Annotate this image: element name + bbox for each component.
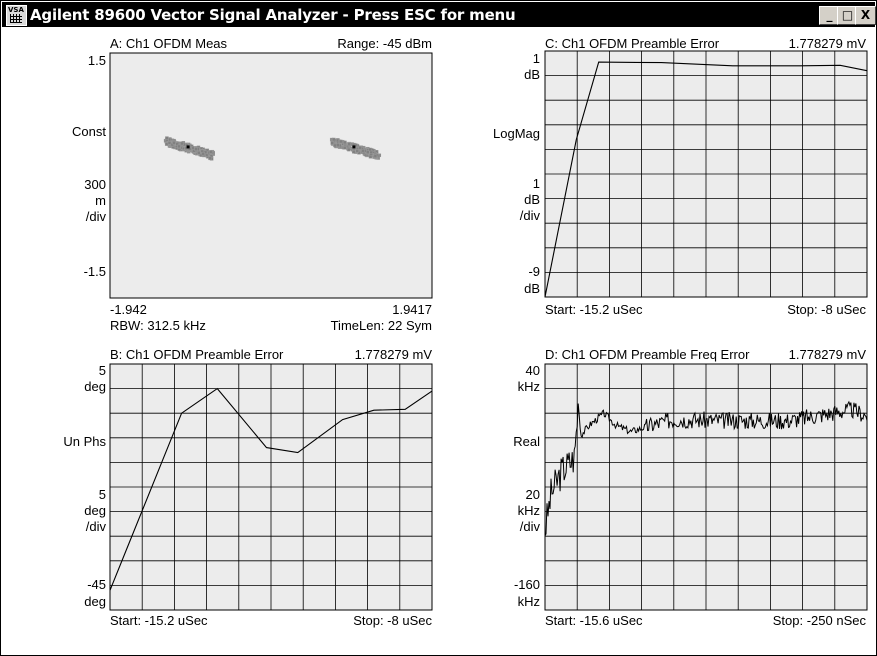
constellation-point	[194, 147, 198, 151]
app-icon[interactable]: VSA	[6, 5, 27, 26]
trace-b-y-top-unit: deg	[84, 379, 106, 394]
trace-d-y-bottom-value: -160	[513, 577, 540, 592]
trace-d-stop: Stop: -250 nSec	[772, 613, 866, 628]
constellation-center-point	[186, 145, 190, 149]
trace-a-y-scale-div: /div	[85, 209, 106, 224]
trace-b-stop: Stop: -8 uSec	[353, 613, 432, 628]
trace-a-y-bottom: -1.5	[83, 264, 106, 279]
trace-b-start: Start: -15.2 uSec	[110, 613, 208, 628]
constellation-point	[339, 139, 343, 144]
constellation-point	[365, 150, 370, 154]
minimize-icon: _	[826, 8, 833, 22]
trace-c-y-bottom-unit: dB	[524, 281, 540, 296]
constellation-center-point	[352, 145, 356, 149]
trace-c-stop: Stop: -8 uSec	[787, 302, 866, 317]
trace-a-rbw: RBW: 312.5 kHz	[110, 318, 206, 333]
trace-b-y-scale-value: 5	[98, 487, 106, 502]
constellation-point	[330, 141, 334, 145]
constellation-point	[347, 142, 351, 146]
plot-frame-a	[109, 52, 433, 299]
trace-a-title: A: Ch1 OFDM Meas	[110, 36, 228, 51]
trace-a-timelen: TimeLen: 22 Sym	[330, 318, 432, 333]
trace-d-marker: 1.778279 mV	[788, 347, 866, 362]
trace-c-y-top-value: 1	[532, 51, 540, 66]
trace-a-y-scale-unit: m	[95, 193, 106, 208]
trace-a-x-left: -1.942	[110, 302, 147, 317]
trace-a-x-right: 1.9417	[392, 302, 432, 317]
trace-d-y-top-unit: kHz	[517, 379, 540, 394]
trace-d-y-top-value: 40	[525, 363, 540, 378]
trace-c-y-bottom-value: -9	[528, 264, 540, 279]
constellation-point	[208, 150, 213, 154]
constellation-point	[361, 148, 365, 153]
trace-b-y-top-value: 5	[98, 363, 106, 378]
constellation-point	[343, 140, 347, 145]
trace-c-y-format: LogMag	[493, 126, 540, 141]
trace-b-y-bottom-unit: deg	[84, 594, 106, 609]
close-icon: X	[860, 8, 871, 22]
trace-d-y-scale-value: 20	[525, 487, 540, 502]
trace-d-start: Start: -15.6 uSec	[545, 613, 643, 628]
trace-d-title: D: Ch1 OFDM Preamble Freq Error	[545, 347, 750, 362]
constellation-point	[333, 143, 337, 148]
constellation-point	[352, 150, 356, 154]
constellation-point	[336, 143, 340, 147]
constellation-point	[197, 151, 201, 155]
trace-c-title: C: Ch1 OFDM Preamble Error	[545, 36, 720, 51]
constellation-point	[165, 136, 169, 140]
trace-c-y-scale-unit: dB	[524, 192, 540, 207]
constellation-point	[172, 140, 176, 145]
maximize-icon: □	[841, 8, 854, 22]
trace-b-marker: 1.778279 mV	[354, 347, 432, 362]
trace-b-y-bottom-value: -45	[87, 577, 106, 592]
constellation-point	[331, 137, 336, 142]
constellation-point	[357, 151, 361, 155]
constellation-point	[355, 149, 359, 153]
constellation-point	[342, 146, 347, 150]
trace-d-y-scale-unit: kHz	[517, 503, 540, 518]
close-button[interactable]: X	[855, 6, 876, 25]
trace-b-title: B: Ch1 OFDM Preamble Error	[110, 347, 284, 362]
constellation-point	[208, 156, 212, 161]
trace-b-y-scale-div: /div	[85, 519, 106, 534]
trace-c-y-scale-div: /div	[519, 208, 540, 223]
constellation-point	[167, 141, 172, 145]
constellation-point	[205, 148, 210, 153]
trace-d-line	[544, 400, 868, 537]
constellation-point	[373, 154, 378, 158]
app-icon-text: VSA	[8, 6, 24, 14]
title-bar[interactable]: VSA Agilent 89600 Vector Signal Analyzer…	[2, 2, 876, 27]
constellation-point	[201, 151, 205, 156]
trace-d-y-format: Real	[513, 434, 540, 449]
grid-icon	[10, 14, 22, 23]
trace-c-marker: 1.778279 mV	[788, 36, 866, 51]
constellation-point	[191, 146, 195, 150]
window-title: Agilent 89600 Vector Signal Analyzer - P…	[30, 6, 516, 24]
constellation-point	[177, 144, 181, 149]
constellation-point	[358, 145, 362, 150]
trace-c-y-top-unit: dB	[524, 67, 540, 82]
trace-b-y-format: Un Phs	[63, 434, 106, 449]
trace-d-y-scale-div: /div	[519, 519, 540, 534]
trace-b-y-scale-unit: deg	[84, 503, 106, 518]
trace-c-y-scale-value: 1	[532, 176, 540, 191]
trace-c-start: Start: -15.2 uSec	[545, 302, 643, 317]
constellation-point	[347, 147, 351, 152]
constellation-point	[368, 147, 372, 152]
trace-d-y-bottom-unit: kHz	[517, 594, 540, 609]
trace-c-line	[544, 61, 868, 298]
trace-a-y-top: 1.5	[87, 53, 106, 68]
trace-a-y-format: Const	[72, 124, 106, 139]
trace-a-y-scale-value: 300	[84, 177, 106, 192]
trace-a-range: Range: -45 dBm	[337, 36, 432, 51]
constellation-point	[180, 141, 184, 146]
trace-b-line	[109, 387, 433, 591]
constellation-point	[368, 154, 373, 159]
